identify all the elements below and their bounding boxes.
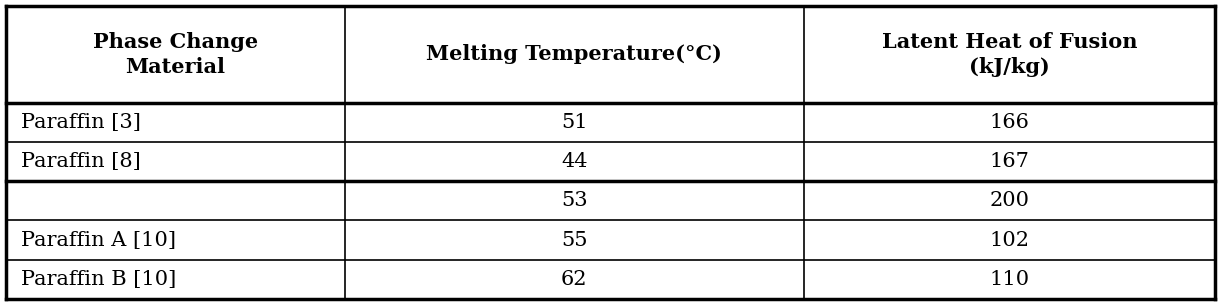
Bar [6,181,344,221]
Bar [803,103,1215,142]
Text: 167: 167 [989,152,1029,171]
Bar [6,103,344,142]
Bar [6,221,344,260]
Text: Paraffin [8]: Paraffin [8] [21,152,140,171]
Text: 62: 62 [560,270,587,289]
Text: 55: 55 [560,231,587,249]
Bar [6,260,344,299]
Bar [344,103,803,142]
Text: 51: 51 [560,113,587,132]
Bar [6,142,344,181]
Bar [803,221,1215,260]
Bar [803,6,1215,103]
Bar [344,260,803,299]
Text: 110: 110 [989,270,1029,289]
Bar [344,181,803,221]
Text: Melting Temperature(°C): Melting Temperature(°C) [426,45,722,64]
Text: 44: 44 [560,152,587,171]
Text: 166: 166 [989,113,1029,132]
Bar [344,142,803,181]
Bar [344,6,803,103]
Text: Latent Heat of Fusion
(kJ/kg): Latent Heat of Fusion (kJ/kg) [882,32,1137,77]
Text: Paraffin B [10]: Paraffin B [10] [21,270,176,289]
Text: Paraffin [3]: Paraffin [3] [21,113,140,132]
Text: Phase Change
Material: Phase Change Material [93,32,258,77]
Text: 53: 53 [560,191,587,210]
Text: 200: 200 [989,191,1029,210]
Bar [6,6,344,103]
Bar [803,260,1215,299]
Bar [803,181,1215,221]
Bar [803,142,1215,181]
Bar [344,221,803,260]
Text: 102: 102 [989,231,1029,249]
Text: Paraffin A [10]: Paraffin A [10] [21,231,176,249]
